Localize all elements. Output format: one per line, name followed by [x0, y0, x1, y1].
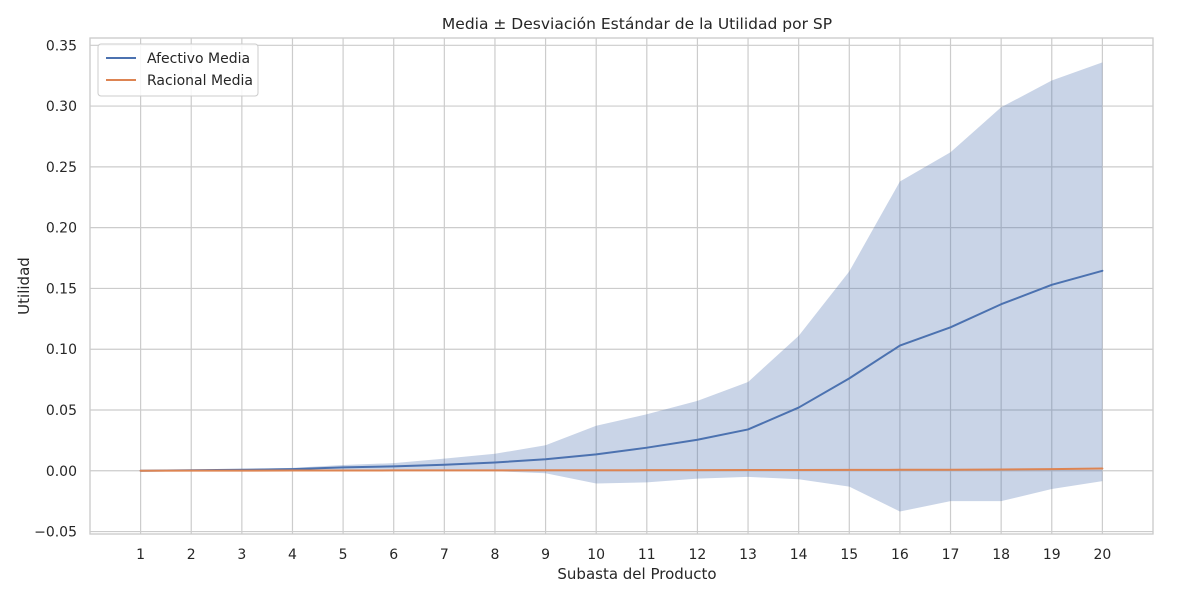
x-tick-label: 10	[587, 547, 605, 563]
x-tick-label: 15	[840, 547, 858, 563]
x-tick-label: 18	[992, 547, 1010, 563]
x-tick-label: 3	[237, 547, 246, 563]
x-tick-label: 5	[339, 547, 348, 563]
std-band-series-0	[140, 62, 1103, 512]
x-tick-label: 1	[136, 547, 145, 563]
series-line-0	[139, 269, 1104, 472]
grid	[90, 38, 1153, 534]
std-bands	[140, 62, 1103, 512]
x-tick-label: 19	[1043, 547, 1061, 563]
legend-label-afectivo: Afectivo Media	[147, 51, 250, 67]
x-tick-label: 8	[490, 547, 499, 563]
y-tick-label: 0.25	[46, 160, 77, 176]
x-tick-label: 17	[942, 547, 960, 563]
y-tick-label: 0.35	[46, 38, 77, 54]
x-tick-label: 14	[790, 547, 808, 563]
x-tick-labels: 1 2 3 4 5 6 7 8 9 10 11 12 13 14 15 16 17 18 19 20	[136, 547, 1111, 563]
y-axis-label: Utilidad	[15, 257, 33, 315]
x-tick-label: 16	[891, 547, 909, 563]
legend-box	[97, 43, 259, 97]
x-tick-label: 13	[739, 547, 757, 563]
x-tick-label: 6	[389, 547, 398, 563]
y-tick-label: 0.00	[46, 464, 77, 480]
series-line-1	[139, 467, 1104, 472]
x-axis-label: Subasta del Producto	[557, 565, 716, 583]
chart-title: Media ± Desviación Estándar de la Utilid…	[442, 15, 832, 33]
x-tick-label: 20	[1093, 547, 1111, 563]
y-tick-label: 0.10	[46, 342, 77, 358]
x-tick-label: 4	[288, 547, 297, 563]
legend: Afectivo Media Racional Media	[97, 43, 259, 97]
y-tick-label: 0.15	[46, 281, 77, 297]
y-tick-label: 0.20	[46, 221, 77, 237]
x-tick-label: 9	[541, 547, 550, 563]
x-tick-label: 12	[689, 547, 707, 563]
x-tick-label: 2	[187, 547, 196, 563]
y-tick-labels: −0.05 0.00 0.05 0.10 0.15 0.20 0.25 0.30 0.35	[34, 38, 77, 540]
legend-label-racional: Racional Media	[147, 73, 253, 89]
y-tick-label: 0.30	[46, 99, 77, 115]
series-lines	[139, 269, 1104, 472]
plot-frame	[89, 37, 1154, 535]
y-tick-label: 0.05	[46, 403, 77, 419]
x-tick-label: 11	[638, 547, 656, 563]
x-tick-label: 7	[440, 547, 449, 563]
y-tick-label: −0.05	[34, 525, 77, 541]
